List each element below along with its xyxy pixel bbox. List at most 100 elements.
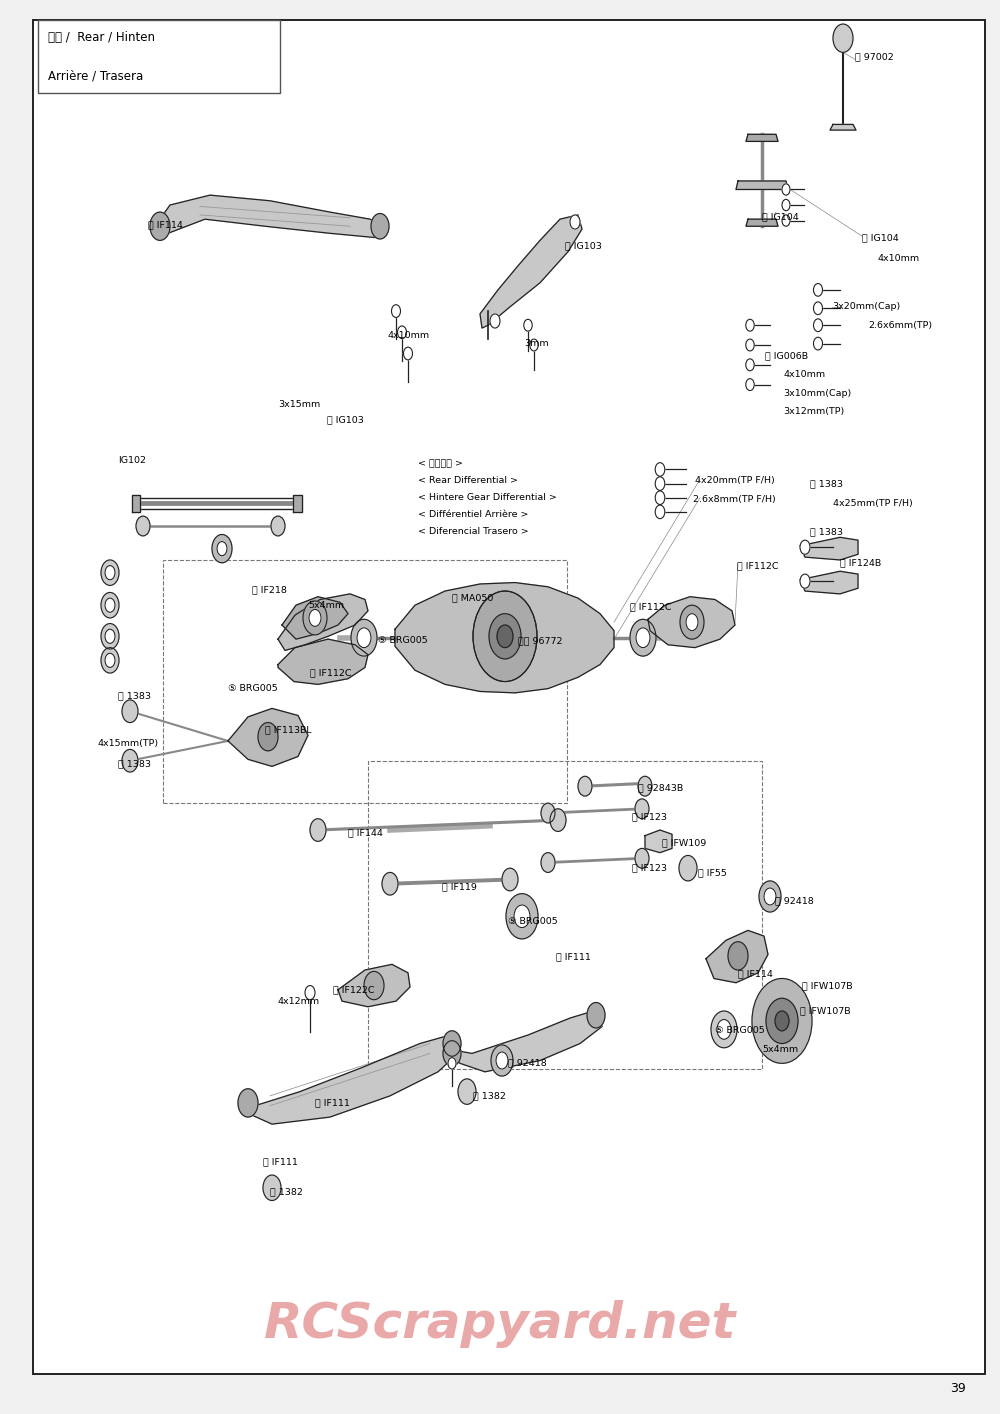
Text: 4x12mm: 4x12mm (278, 997, 320, 1005)
Circle shape (587, 1003, 605, 1028)
Text: ⑳ 1382: ⑳ 1382 (270, 1188, 303, 1196)
Text: 4x25mm(TP F/H): 4x25mm(TP F/H) (833, 499, 913, 508)
Text: ⑳ 1382: ⑳ 1382 (473, 1092, 506, 1100)
Circle shape (833, 24, 853, 52)
Circle shape (524, 320, 532, 331)
Circle shape (655, 477, 665, 491)
Circle shape (782, 199, 790, 211)
Text: 3x12mm(TP): 3x12mm(TP) (783, 407, 844, 416)
Text: ⑳ IF112C: ⑳ IF112C (737, 561, 778, 570)
Text: < Rear Differential >: < Rear Differential > (418, 477, 518, 485)
Circle shape (105, 566, 115, 580)
Circle shape (550, 809, 566, 831)
Circle shape (351, 619, 377, 656)
Text: ⑳ 1383: ⑳ 1383 (810, 479, 843, 488)
Circle shape (458, 1079, 476, 1104)
Text: ⑳ 1383: ⑳ 1383 (810, 527, 843, 536)
Circle shape (212, 534, 232, 563)
Circle shape (217, 542, 227, 556)
Text: 2.6x6mm(TP): 2.6x6mm(TP) (868, 321, 932, 329)
Polygon shape (480, 215, 582, 328)
Polygon shape (800, 571, 858, 594)
Circle shape (775, 1011, 789, 1031)
Text: < リヤデフ >: < リヤデフ > (418, 460, 463, 468)
Circle shape (814, 301, 822, 315)
Circle shape (496, 1052, 508, 1069)
Circle shape (766, 998, 798, 1044)
Text: ⑳ 92418: ⑳ 92418 (775, 896, 814, 905)
Text: ⑳ IF119: ⑳ IF119 (442, 882, 477, 891)
Text: ⑳ IG006B: ⑳ IG006B (765, 352, 808, 361)
Polygon shape (278, 594, 368, 650)
Circle shape (136, 516, 150, 536)
Circle shape (122, 700, 138, 723)
Circle shape (746, 379, 754, 390)
Text: ⑳ IF111: ⑳ IF111 (263, 1158, 298, 1167)
Circle shape (150, 212, 170, 240)
Circle shape (800, 574, 810, 588)
Text: 4x10mm: 4x10mm (388, 331, 430, 339)
Text: ⑳ IF55: ⑳ IF55 (698, 868, 727, 877)
Text: < Diferencial Trasero >: < Diferencial Trasero > (418, 527, 529, 536)
Circle shape (448, 1058, 456, 1069)
Circle shape (800, 540, 810, 554)
Polygon shape (746, 219, 778, 226)
Circle shape (491, 1045, 513, 1076)
Polygon shape (448, 1010, 602, 1072)
Circle shape (679, 855, 697, 881)
Text: ⑳ IF112C: ⑳ IF112C (630, 602, 672, 611)
Circle shape (514, 905, 530, 928)
Circle shape (814, 283, 822, 296)
Circle shape (489, 614, 521, 659)
Polygon shape (395, 583, 614, 693)
Polygon shape (800, 537, 858, 560)
Circle shape (122, 749, 138, 772)
Text: ⑳ IG103: ⑳ IG103 (327, 416, 364, 424)
Text: ⑤ BRG005: ⑤ BRG005 (508, 918, 558, 926)
Circle shape (655, 505, 665, 519)
Polygon shape (132, 495, 140, 512)
Circle shape (310, 819, 326, 841)
Circle shape (814, 338, 822, 351)
Circle shape (371, 214, 389, 239)
Text: ⑳ IG104: ⑳ IG104 (862, 233, 899, 242)
Circle shape (746, 320, 754, 331)
Text: < Différentiel Arrière >: < Différentiel Arrière > (418, 510, 528, 519)
Circle shape (101, 592, 119, 618)
Circle shape (105, 629, 115, 643)
Text: リヤ /  Rear / Hinten: リヤ / Rear / Hinten (48, 31, 155, 44)
Circle shape (570, 215, 580, 229)
Text: ⑳ IF122C: ⑳ IF122C (333, 986, 374, 994)
Text: ⑤ BRG005: ⑤ BRG005 (715, 1027, 765, 1035)
Circle shape (263, 1175, 281, 1200)
Text: 5x4mm: 5x4mm (762, 1045, 798, 1053)
Circle shape (443, 1031, 461, 1056)
Text: ⑲⑳ 96772: ⑲⑳ 96772 (518, 636, 562, 645)
Text: 3mm: 3mm (524, 339, 549, 348)
Text: 5x4mm: 5x4mm (308, 601, 344, 609)
Circle shape (364, 971, 384, 1000)
Circle shape (443, 1041, 461, 1066)
Polygon shape (706, 930, 768, 983)
Text: ⑳ 92418: ⑳ 92418 (508, 1059, 547, 1068)
Circle shape (746, 339, 754, 351)
Circle shape (728, 942, 748, 970)
Text: ⑳ IFW109: ⑳ IFW109 (662, 839, 706, 847)
Text: IG102: IG102 (118, 457, 146, 465)
Text: ⑳ IF123: ⑳ IF123 (632, 864, 667, 872)
Bar (163, 560, 567, 803)
Text: ⑳ IF218: ⑳ IF218 (252, 585, 287, 594)
Text: RCScrapyard.net: RCScrapyard.net (264, 1299, 736, 1348)
Circle shape (814, 318, 822, 332)
Circle shape (717, 1019, 731, 1039)
Circle shape (759, 881, 781, 912)
Text: ⑳ IFW107B: ⑳ IFW107B (800, 1007, 851, 1015)
Circle shape (105, 653, 115, 667)
Polygon shape (293, 495, 302, 512)
Circle shape (398, 325, 406, 338)
Polygon shape (278, 639, 368, 684)
Circle shape (101, 624, 119, 649)
Text: 3x15mm: 3x15mm (278, 400, 320, 409)
Polygon shape (338, 964, 410, 1007)
Circle shape (490, 314, 500, 328)
